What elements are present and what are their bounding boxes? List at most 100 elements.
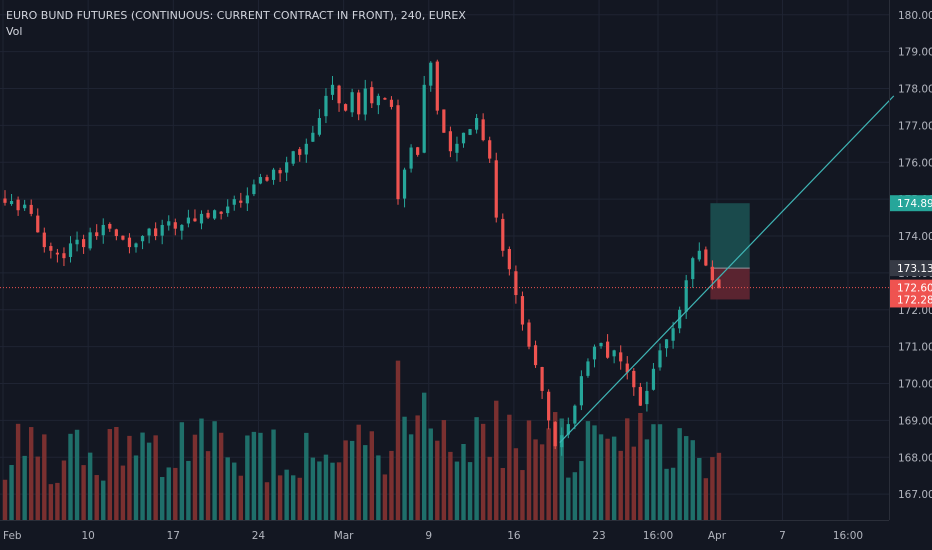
trendline[interactable] [559, 95, 895, 443]
volume-bar [395, 360, 401, 520]
candle-body [501, 218, 505, 251]
candle-body [245, 195, 249, 204]
candle-body [29, 204, 33, 214]
candle-body [592, 346, 597, 360]
volume-bar [140, 432, 145, 520]
loss-zone [710, 268, 750, 300]
volume-bar [29, 427, 34, 520]
candle-body [376, 95, 380, 106]
candle-body [540, 367, 544, 391]
candle-body [435, 61, 439, 111]
volume-bar [533, 439, 538, 520]
volume-bar [566, 477, 571, 520]
volume-bar [402, 416, 407, 520]
volume-bar [376, 455, 381, 520]
volume-bar [605, 438, 610, 520]
volume-bar [592, 425, 597, 520]
candle-body [226, 206, 230, 214]
candle-body [304, 143, 308, 155]
volume-bar [664, 468, 669, 520]
candle-body [429, 62, 433, 86]
price-tick-label: 178.00 [898, 84, 932, 96]
volume-bar [474, 417, 479, 520]
candle-body [533, 345, 538, 366]
volume-bar [192, 434, 198, 520]
time-tick-label: 23 [592, 530, 605, 542]
candle-body [396, 105, 400, 200]
candle-body [710, 266, 714, 281]
volume-bar [677, 428, 682, 520]
candle-body [494, 160, 498, 218]
candle-body [147, 228, 151, 236]
candle-body [265, 177, 269, 181]
candle-body [193, 218, 197, 222]
candle-body [95, 232, 99, 237]
candle-body [213, 210, 217, 219]
volume-bar [251, 431, 257, 520]
volume-bar [487, 456, 492, 520]
time-tick-label: Feb [3, 530, 22, 542]
candle-body [140, 236, 145, 242]
volume-bar [408, 434, 414, 520]
volume-bar [153, 435, 158, 520]
volume-bar [651, 424, 656, 520]
volume-bar [225, 457, 230, 520]
candle-body [186, 217, 190, 224]
candle-body [199, 213, 204, 224]
candle-body [475, 118, 479, 130]
volume-bar [703, 478, 709, 520]
candle-body [514, 271, 518, 296]
candle-body [114, 229, 118, 237]
position-tool[interactable] [710, 203, 750, 300]
volume-bar [173, 467, 178, 520]
candle-body [402, 169, 407, 199]
time-axis[interactable]: Feb 10 17 24 Mar 9 16 23 16:00 Apr 7 16:00 [3, 530, 863, 542]
candle-body [586, 361, 590, 376]
candle-body [619, 352, 623, 362]
candle-body [468, 129, 472, 135]
volume-bar [585, 421, 591, 520]
price-tick-label: 176.00 [898, 157, 932, 169]
volume-bar [670, 467, 676, 520]
candle-body [507, 248, 511, 270]
candle-body [606, 341, 610, 358]
candle-body [324, 95, 328, 117]
volume-bar [127, 435, 132, 520]
candle-body [108, 224, 112, 229]
volume-bar [35, 456, 40, 520]
volume-bar [258, 432, 263, 520]
price-tick-label: 180.00 [898, 10, 932, 22]
time-tick-label: 17 [167, 530, 180, 542]
volume-bar [657, 424, 663, 520]
candle-body [36, 215, 40, 233]
volume-bar [435, 440, 440, 520]
trendline-segment [559, 95, 895, 443]
candle-body [219, 211, 223, 214]
volume-bar [539, 444, 545, 520]
volume-bar [710, 457, 715, 520]
candle-body [239, 200, 243, 203]
price-tick-label: 169.00 [898, 415, 932, 427]
volume-bar [146, 442, 152, 520]
candle-body [520, 296, 525, 325]
candle-body [481, 119, 485, 141]
price-candles [3, 59, 721, 456]
price-axis[interactable]: 180.00179.00178.00177.00176.00175.00174.… [898, 10, 932, 501]
price-tick-label: 174.00 [898, 231, 932, 243]
volume-bar [61, 460, 67, 520]
price-tick-label: 179.00 [898, 47, 932, 59]
candle-body [671, 328, 675, 341]
volume-bar [697, 457, 702, 520]
candle-body [547, 391, 551, 421]
candle-body [416, 147, 420, 155]
volume-indicator-label[interactable]: Vol [6, 25, 23, 38]
volume-bar [15, 423, 21, 520]
candle-body [9, 200, 14, 205]
candle-body [23, 204, 27, 209]
candle-body [121, 235, 125, 240]
volume-bar [494, 400, 499, 520]
volume-bar [422, 392, 427, 520]
